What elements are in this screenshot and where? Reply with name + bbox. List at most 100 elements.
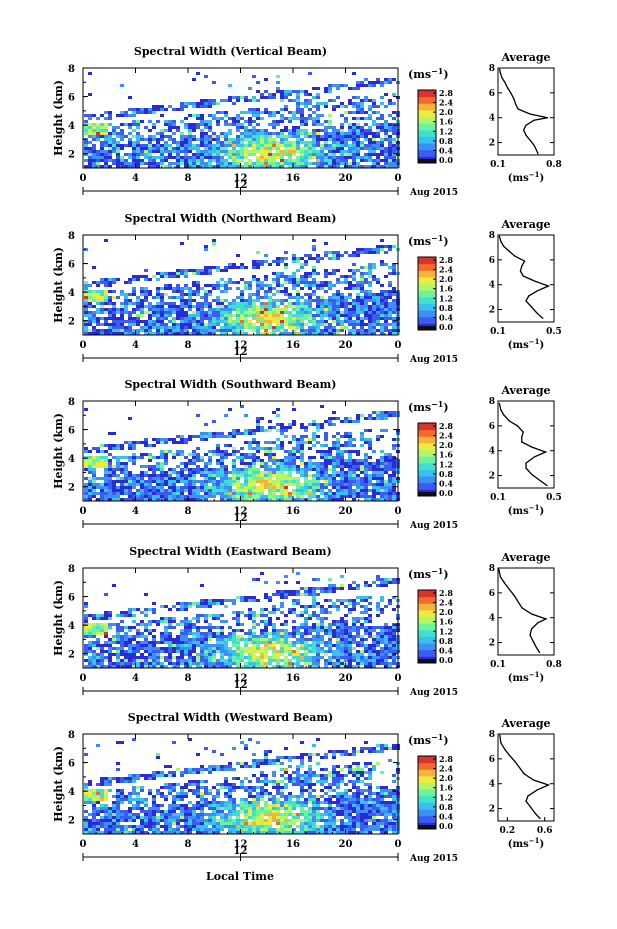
heatmap-cell — [196, 138, 200, 141]
heatmap-cell — [332, 254, 336, 257]
colorbar-segment — [418, 316, 436, 324]
heatmap-cell — [384, 308, 388, 311]
heatmap-cell — [376, 141, 380, 144]
heatmap-cell — [192, 489, 196, 492]
heatmap-cell — [100, 302, 104, 305]
heatmap-cell — [212, 492, 216, 495]
heatmap-cell — [392, 320, 396, 323]
heatmap-cell — [204, 647, 208, 650]
heatmap-cell — [204, 120, 208, 123]
heatmap-cell — [104, 135, 108, 138]
heatmap-cell — [196, 272, 200, 275]
heatmap-cell — [96, 329, 100, 332]
heatmap-cell — [328, 299, 332, 302]
heatmap-cell — [180, 132, 184, 135]
heatmap-cell — [168, 138, 172, 141]
heatmap-cell — [320, 486, 324, 489]
colorbar-frame — [417, 422, 437, 497]
heatmap-cell — [300, 114, 304, 117]
heatmap-cell — [168, 275, 172, 278]
colorbar-tick-label: 1.2 — [439, 126, 453, 136]
heatmap-cell — [108, 432, 112, 435]
profile-x-tick-label: 0.5 — [546, 493, 562, 503]
heatmap-cell — [180, 468, 184, 471]
heatmap-cell — [324, 138, 328, 141]
heatmap-cell — [216, 647, 220, 650]
heatmap-cell — [268, 492, 272, 495]
heatmap-cell — [124, 641, 128, 644]
heatmap-cell — [196, 492, 200, 495]
heatmap-cell — [324, 326, 328, 329]
heatmap-cell — [240, 653, 244, 656]
heatmap-cell — [368, 150, 372, 153]
heatmap-cell — [108, 311, 112, 314]
heatmap-cell — [312, 153, 316, 156]
heatmap-cell — [196, 144, 200, 147]
heatmap-cell — [332, 480, 336, 483]
heatmap-cell — [216, 153, 220, 156]
heatmap-cell — [128, 662, 132, 665]
heatmap-cell — [332, 129, 336, 132]
heatmap-cell — [256, 81, 260, 84]
heatmap-cell — [148, 647, 152, 650]
heatmap-cell — [132, 662, 136, 665]
heatmap-cell — [188, 141, 192, 144]
heatmap-cell — [256, 305, 260, 308]
heatmap-cell — [204, 641, 208, 644]
heatmap-cell — [372, 147, 376, 150]
heatmap-cell — [384, 483, 388, 486]
heatmap-cell — [364, 311, 368, 314]
heatmap-cell — [236, 429, 240, 432]
heatmap-cell — [136, 480, 140, 483]
heatmap-cell — [160, 605, 164, 608]
heatmap-cell — [160, 272, 164, 275]
heatmap-cell — [308, 447, 312, 450]
heatmap-cell — [152, 323, 156, 326]
heatmap-cell — [248, 135, 252, 138]
heatmap-cell — [180, 302, 184, 305]
heatmap-cell — [200, 495, 204, 498]
heatmap-cell — [204, 272, 208, 275]
heatmap-cell — [232, 147, 236, 150]
heatmap-cell — [220, 650, 224, 653]
heatmap-cell — [88, 299, 92, 302]
heatmap-cell — [256, 144, 260, 147]
heatmap-cell — [268, 323, 272, 326]
colorbar-tick-label: 2.8 — [439, 421, 453, 431]
heatmap-cell — [256, 159, 260, 162]
heatmap-cell — [176, 474, 180, 477]
heatmap-cell — [196, 471, 200, 474]
heatmap-cell — [124, 465, 128, 468]
heatmap-cell — [192, 468, 196, 471]
heatmap-cell — [164, 635, 168, 638]
heatmap-cell — [360, 159, 364, 162]
heatmap-cell — [204, 599, 208, 602]
heatmap-cell — [168, 272, 172, 275]
heatmap-cell — [144, 486, 148, 489]
heatmap-cell — [124, 135, 128, 138]
heatmap-cell — [220, 450, 224, 453]
x-tick-label: 12 — [234, 506, 248, 517]
heatmap-cell — [184, 602, 188, 605]
heatmap-cell — [196, 153, 200, 156]
heatmap-cell — [296, 129, 300, 132]
heatmap-cell — [128, 486, 132, 489]
heatmap-cell — [192, 102, 196, 105]
heatmap-cell — [352, 483, 356, 486]
heatmap-cell — [260, 317, 264, 320]
heatmap-cell — [224, 435, 228, 438]
heatmap-cell — [108, 483, 112, 486]
heatmap-cell — [96, 332, 100, 335]
heatmap-cell — [212, 308, 216, 311]
heatmap-cell — [388, 150, 392, 153]
heatmap-cell — [352, 450, 356, 453]
heatmap-cell — [348, 456, 352, 459]
heatmap-cell — [144, 593, 148, 596]
heatmap-cell — [288, 495, 292, 498]
heatmap-cell — [104, 483, 108, 486]
heatmap-cell — [372, 320, 376, 323]
heatmap-cell — [224, 450, 228, 453]
x-tick-label: 12 — [234, 340, 248, 351]
heatmap-cell — [212, 450, 216, 453]
heatmap-cell — [192, 123, 196, 126]
